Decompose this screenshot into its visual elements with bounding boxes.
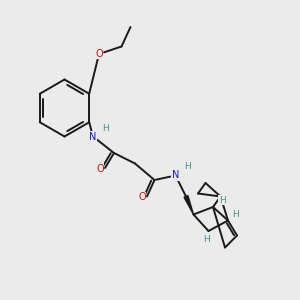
Text: O: O: [95, 49, 103, 59]
Text: H: H: [184, 162, 191, 171]
Text: H: H: [204, 236, 210, 244]
Text: H: H: [219, 196, 225, 205]
Text: H: H: [102, 124, 109, 133]
Text: H: H: [232, 210, 239, 219]
Text: O: O: [138, 192, 146, 203]
Text: N: N: [172, 170, 179, 181]
Text: O: O: [96, 164, 104, 174]
Text: N: N: [89, 131, 97, 142]
Polygon shape: [184, 196, 194, 214]
